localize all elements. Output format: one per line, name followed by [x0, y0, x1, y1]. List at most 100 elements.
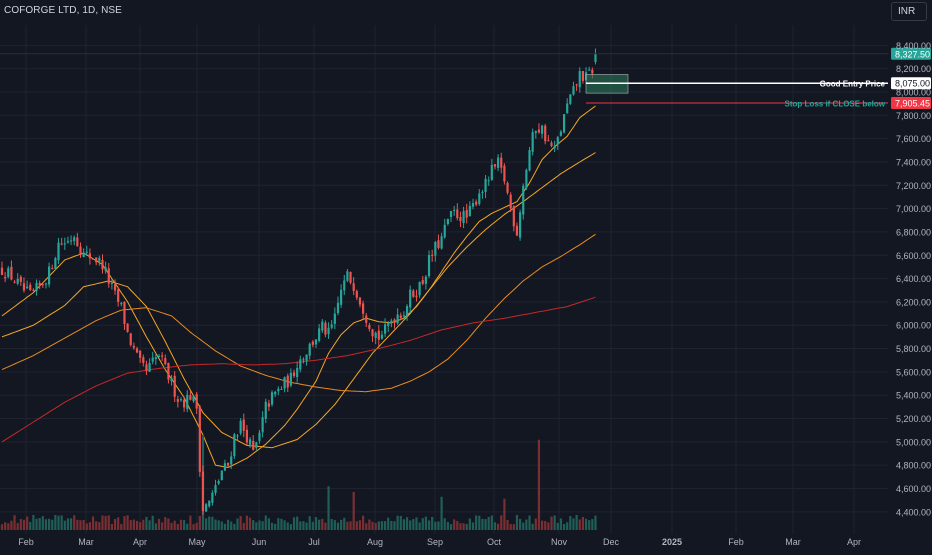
- volume-bar: [110, 523, 113, 530]
- candle-body: [255, 442, 258, 448]
- volume-bar: [69, 518, 73, 530]
- y-tick-label: 5,800.00: [896, 344, 931, 354]
- symbol-title: COFORGE LTD, 1D, NSE: [4, 5, 122, 16]
- candle-body: [440, 236, 443, 249]
- candle-body: [280, 388, 283, 390]
- volume-bar: [139, 522, 142, 530]
- volume-bar: [531, 523, 534, 530]
- volume-bar: [145, 516, 148, 530]
- volume-bar: [270, 522, 274, 530]
- candle-body: [7, 268, 10, 278]
- moving-average-lines: [1, 105, 596, 469]
- volume-bar: [487, 516, 490, 530]
- candle-body: [283, 377, 286, 389]
- candle-body: [104, 267, 107, 271]
- candle-body: [82, 252, 85, 257]
- volume-bar: [371, 521, 374, 530]
- volume-bar: [440, 496, 443, 530]
- x-tick-label: Feb: [728, 537, 744, 547]
- volume-bar: [104, 515, 107, 530]
- volume-bar: [54, 514, 57, 530]
- candle-body: [515, 225, 519, 236]
- volume-bar: [465, 524, 468, 530]
- volume-bar: [261, 521, 264, 530]
- candle-body: [110, 283, 113, 285]
- y-tick-label: 4,400.00: [896, 507, 931, 517]
- volume-bar: [434, 521, 437, 530]
- candle-body: [123, 301, 126, 324]
- candle-body: [321, 321, 324, 331]
- candle-body: [245, 429, 249, 443]
- candle-body: [189, 395, 192, 400]
- volume-bar: [349, 521, 352, 530]
- volume-bar: [151, 515, 154, 530]
- volume-bar: [418, 522, 421, 530]
- candle-body: [51, 268, 54, 270]
- volume-bar: [402, 519, 406, 530]
- x-tick-label: Mar: [785, 537, 801, 547]
- candle-body: [528, 150, 531, 171]
- candle-body: [220, 470, 223, 481]
- moving-average-line: [1, 152, 596, 449]
- candle-body: [261, 417, 264, 433]
- candle-body: [556, 137, 559, 145]
- currency-button[interactable]: INR: [891, 2, 927, 21]
- candle-body: [16, 278, 19, 284]
- candle-body: [484, 178, 487, 192]
- candle-body: [431, 254, 434, 256]
- candle-body: [490, 164, 493, 180]
- candle-body: [562, 114, 566, 133]
- candle-body: [113, 284, 117, 291]
- candle-body: [286, 375, 289, 388]
- candle-body: [201, 471, 205, 512]
- volume-bar: [186, 523, 189, 530]
- volume-bar: [233, 523, 236, 530]
- candle-body: [362, 303, 365, 314]
- y-tick-label: 7,200.00: [896, 181, 931, 191]
- volume-bar: [164, 517, 167, 530]
- y-tick-label: 6,000.00: [896, 321, 931, 331]
- stop-price-label: 7,905.45: [895, 99, 930, 109]
- volume-bar: [390, 520, 393, 530]
- candle-body: [289, 372, 292, 386]
- volume-bar: [248, 517, 252, 530]
- candle-body: [117, 289, 120, 302]
- candle-body: [236, 435, 239, 437]
- candle-body: [497, 157, 500, 168]
- volume-bar: [415, 517, 418, 530]
- candle-body: [217, 481, 220, 484]
- volume-bar: [399, 515, 402, 530]
- volume-bar: [475, 515, 478, 530]
- volume-bar: [368, 519, 371, 530]
- volume-bar: [161, 522, 164, 530]
- candle-body: [302, 359, 305, 361]
- candle-body: [211, 492, 214, 503]
- volume-bar: [374, 522, 377, 530]
- candle-body: [559, 131, 563, 136]
- candle-body: [186, 394, 189, 410]
- volume-bar: [453, 519, 456, 530]
- candle-body: [274, 391, 277, 395]
- candle-body: [91, 258, 95, 260]
- volume-bar: [336, 522, 340, 530]
- volume-bar: [79, 520, 82, 530]
- candle-body: [176, 399, 179, 402]
- candle-body: [409, 289, 412, 308]
- candle-body: [550, 142, 553, 147]
- volume-bar: [299, 521, 302, 530]
- candle-body: [305, 354, 308, 361]
- volume-bar: [352, 492, 355, 530]
- moving-average-line: [1, 105, 596, 469]
- volume-bar: [443, 518, 446, 530]
- candle-body: [377, 330, 380, 340]
- x-tick-label: Feb: [18, 537, 34, 547]
- volume-bar: [123, 516, 126, 530]
- candle-body: [487, 180, 490, 182]
- candle-body: [594, 53, 597, 62]
- volume-bar: [515, 514, 519, 530]
- volume-bar: [19, 519, 22, 530]
- y-tick-label: 5,200.00: [896, 414, 931, 424]
- candle-body: [205, 504, 208, 512]
